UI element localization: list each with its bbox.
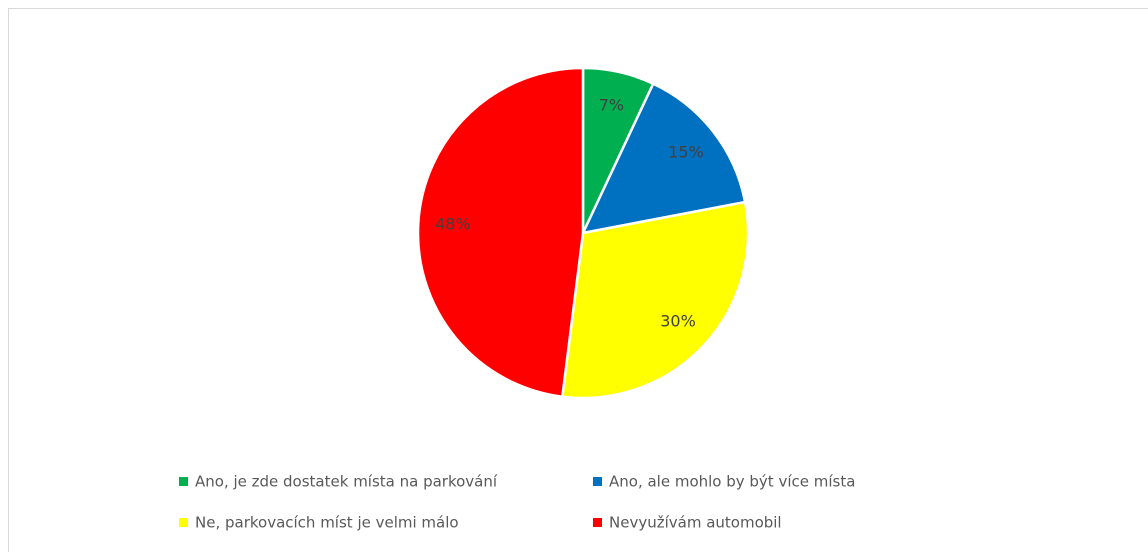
pie-slice bbox=[416, 66, 585, 399]
legend-swatch bbox=[593, 477, 602, 486]
pie-slice bbox=[560, 200, 750, 400]
legend-label: Ne, parkovacích míst je velmi málo bbox=[195, 514, 459, 532]
data-label: 7% bbox=[599, 95, 624, 114]
pie-slice bbox=[580, 82, 747, 235]
legend-label: Ano, je zde dostatek místa na parkování bbox=[195, 473, 498, 491]
legend-label: Ano, ale mohlo by být více místa bbox=[609, 473, 855, 491]
data-label: 15% bbox=[668, 143, 704, 162]
data-label: 30% bbox=[660, 312, 696, 331]
legend-swatch bbox=[179, 518, 188, 527]
data-label: 48% bbox=[435, 214, 471, 233]
legend-swatch bbox=[593, 518, 602, 527]
legend-label: Nevyužívám automobil bbox=[609, 514, 782, 532]
legend-swatch bbox=[179, 477, 188, 486]
